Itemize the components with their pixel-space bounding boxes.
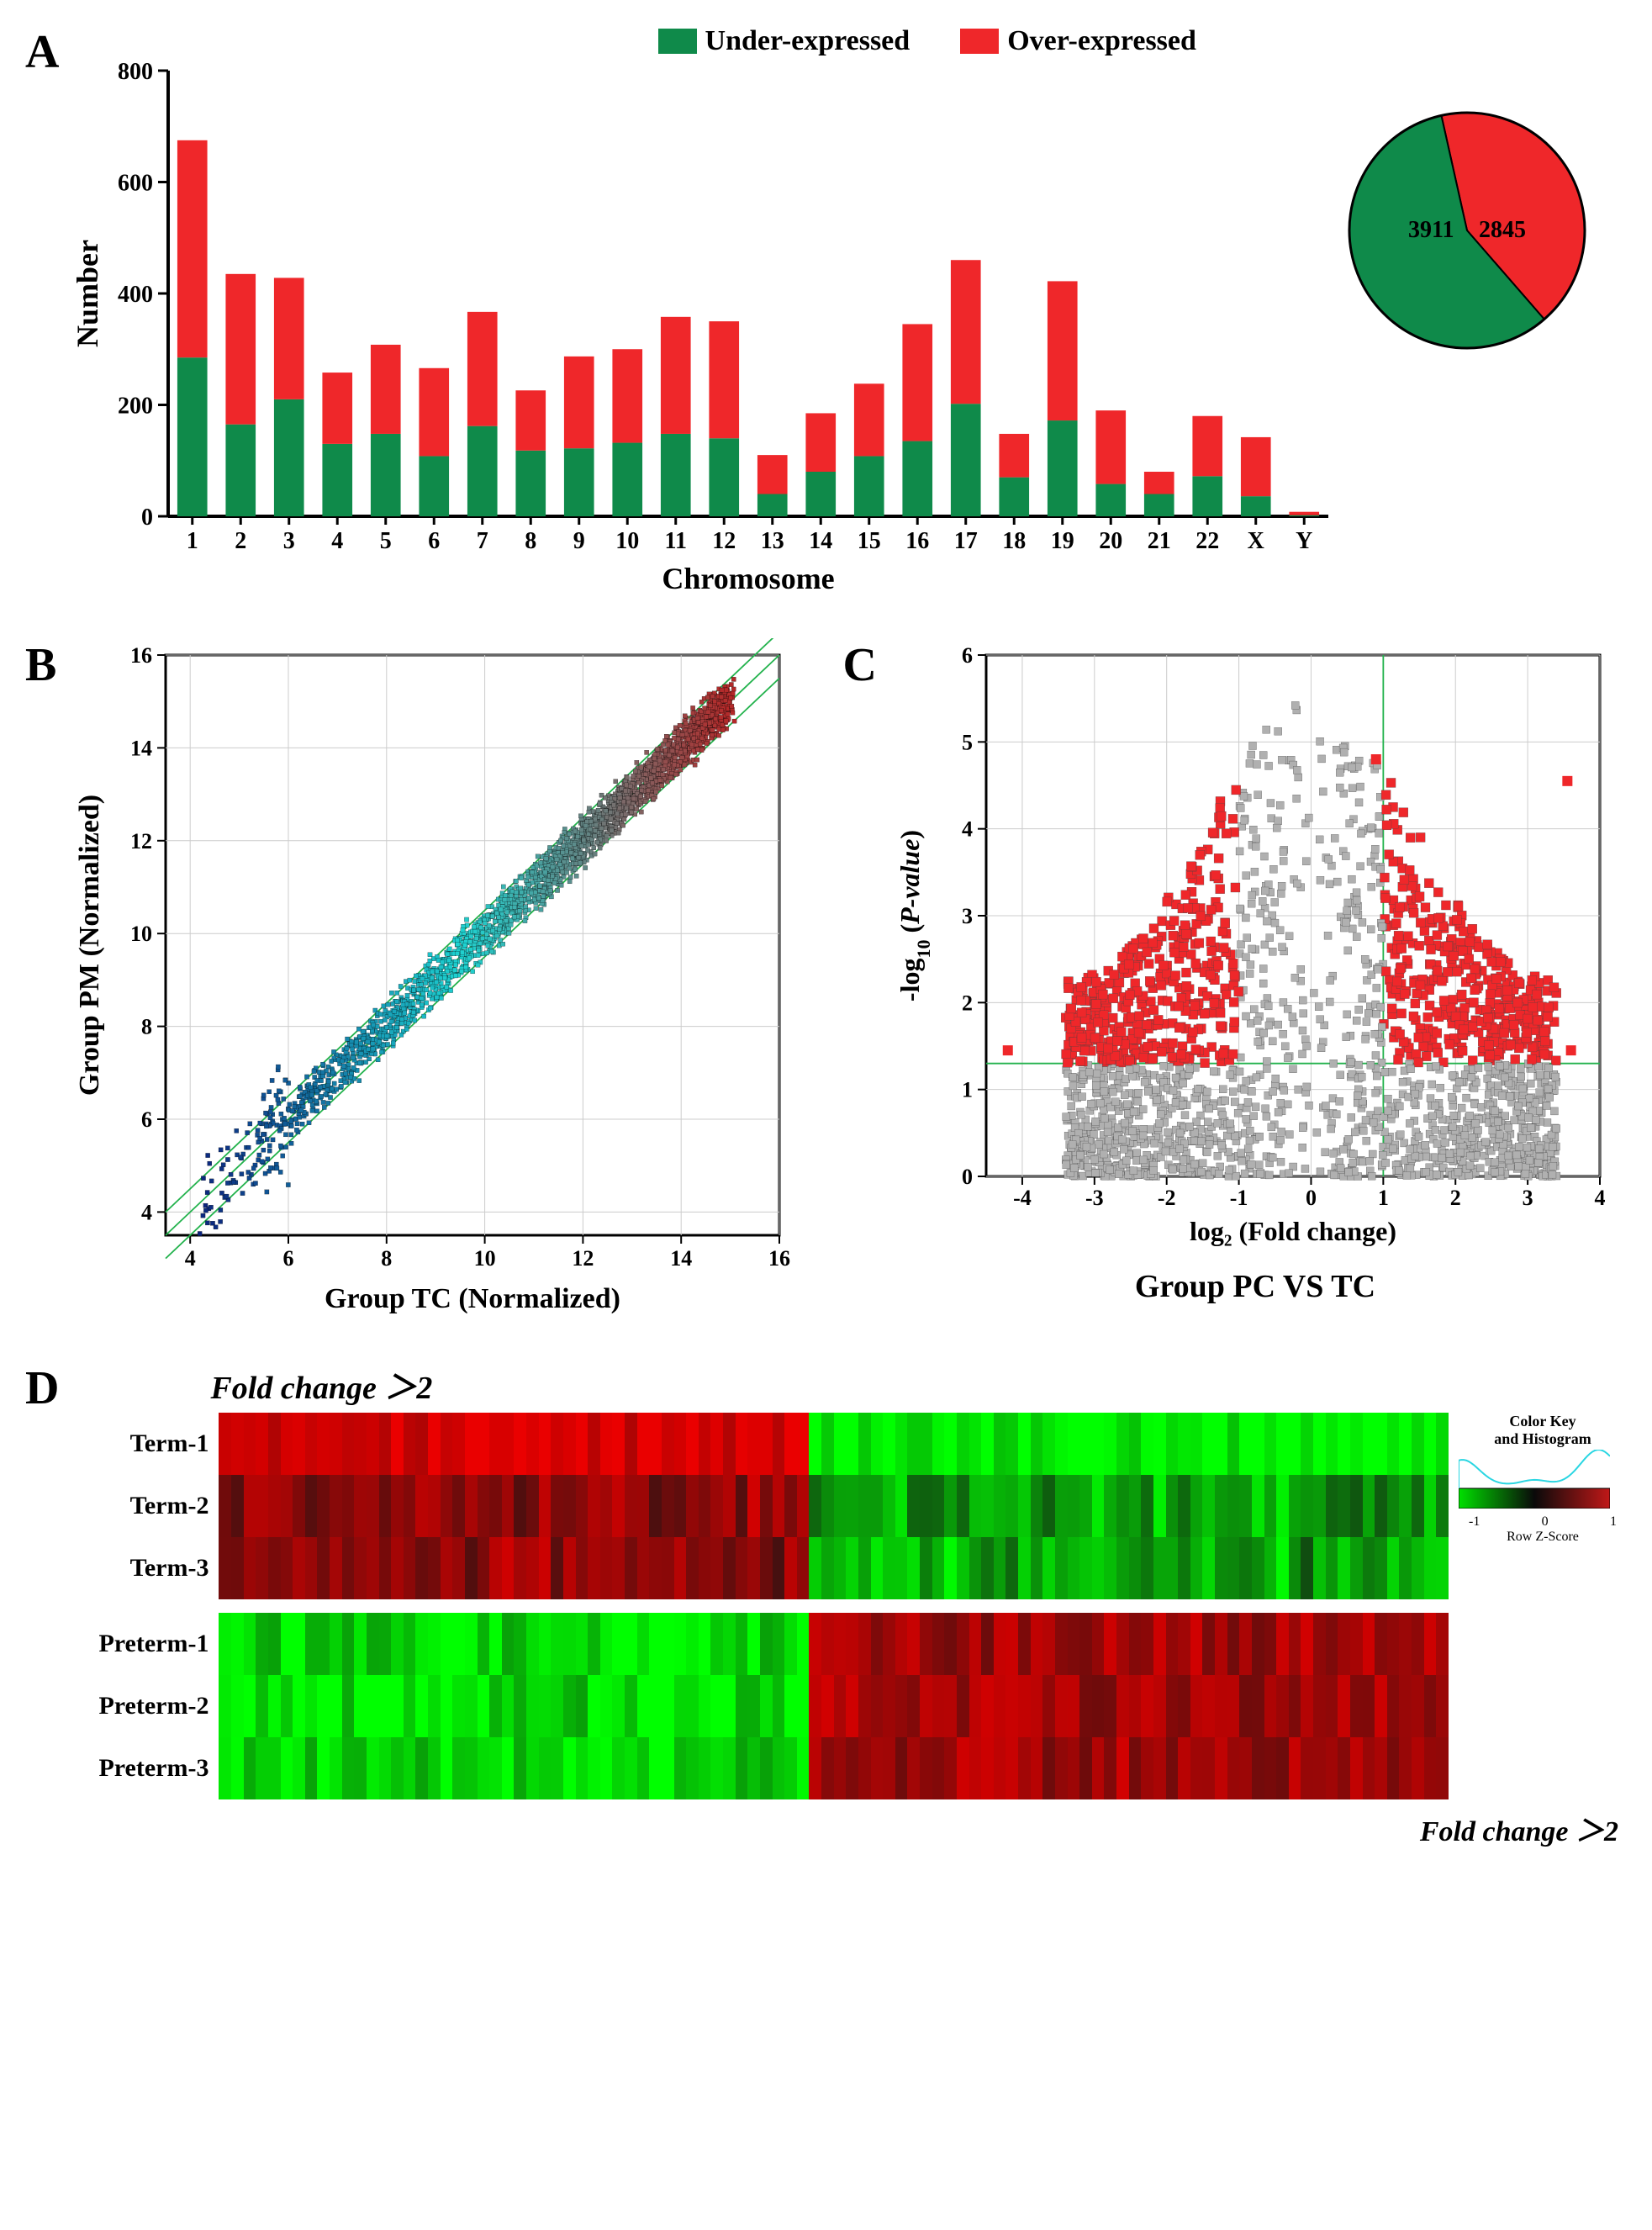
svg-text:4: 4 bbox=[141, 1200, 152, 1224]
svg-text:200: 200 bbox=[118, 394, 153, 420]
svg-text:6: 6 bbox=[429, 528, 441, 554]
svg-text:3: 3 bbox=[962, 904, 973, 928]
svg-text:1: 1 bbox=[187, 528, 198, 554]
color-key-ticks: -1 0 1 bbox=[1459, 1514, 1627, 1530]
svg-text:10: 10 bbox=[130, 922, 152, 946]
svg-text:800: 800 bbox=[118, 62, 153, 85]
legend-swatch-under bbox=[658, 29, 697, 54]
svg-text:5: 5 bbox=[380, 528, 392, 554]
ck-tick-1: 1 bbox=[1610, 1514, 1617, 1530]
legend-label-under: Under-expressed bbox=[705, 25, 910, 57]
svg-text:-2: -2 bbox=[1158, 1186, 1176, 1210]
heatmap-title: Fold change ＞2 bbox=[210, 1361, 1627, 1408]
heatmap-row-label: Preterm-1 bbox=[76, 1630, 219, 1658]
svg-text:0: 0 bbox=[962, 1165, 973, 1189]
color-key-gradient bbox=[1459, 1450, 1610, 1509]
svg-text:12: 12 bbox=[713, 528, 736, 554]
svg-text:4: 4 bbox=[1594, 1186, 1605, 1210]
svg-text:Group PM (Normalized): Group PM (Normalized) bbox=[74, 795, 105, 1096]
heatmap: Term-1 Term-2 Term-3 Preterm-1 Preterm-2 Pret… bbox=[76, 1413, 1449, 1799]
stacked-bar-chart: 0200400600800Number123456789101112131415… bbox=[76, 62, 1606, 600]
svg-text:9: 9 bbox=[573, 528, 585, 554]
panel-label-b: B bbox=[25, 638, 56, 1328]
svg-text:14: 14 bbox=[130, 736, 152, 760]
volcano-plot: -4-3-2-1012340123456log₂ (Fold change)-l… bbox=[894, 638, 1617, 1260]
svg-text:-4: -4 bbox=[1013, 1186, 1032, 1210]
svg-text:6: 6 bbox=[141, 1107, 152, 1132]
svg-text:10: 10 bbox=[616, 528, 640, 554]
panel-c-footer: Group PC VS TC bbox=[894, 1268, 1617, 1305]
svg-text:X: X bbox=[1248, 528, 1264, 554]
svg-text:16: 16 bbox=[130, 643, 152, 668]
svg-text:10: 10 bbox=[474, 1246, 496, 1271]
svg-text:17: 17 bbox=[954, 528, 978, 554]
svg-text:400: 400 bbox=[118, 282, 153, 308]
color-key-title-1: Color Key bbox=[1459, 1413, 1627, 1430]
heatmap-caption: Fold change ＞2 bbox=[76, 1808, 1627, 1849]
color-key: Color Key and Histogram -1 0 1 Row Z-Sco… bbox=[1459, 1413, 1627, 1799]
svg-text:16: 16 bbox=[768, 1246, 790, 1271]
svg-text:4: 4 bbox=[962, 817, 973, 842]
svg-text:Number: Number bbox=[76, 240, 104, 347]
svg-text:3: 3 bbox=[1523, 1186, 1533, 1210]
color-key-sub: Row Z-Score bbox=[1459, 1530, 1627, 1545]
heatmap-row-label: Preterm-2 bbox=[76, 1692, 219, 1720]
svg-text:-1: -1 bbox=[1230, 1186, 1248, 1210]
svg-text:2: 2 bbox=[962, 991, 973, 1015]
panel-label-d: D bbox=[25, 1361, 59, 1849]
svg-text:20: 20 bbox=[1100, 528, 1123, 554]
svg-text:12: 12 bbox=[130, 829, 152, 853]
svg-text:13: 13 bbox=[761, 528, 784, 554]
legend-label-over: Over-expressed bbox=[1007, 25, 1196, 57]
legend-a: Under-expressed Over-expressed bbox=[227, 25, 1627, 57]
svg-text:1: 1 bbox=[962, 1078, 973, 1102]
svg-text:2845: 2845 bbox=[1479, 217, 1526, 243]
svg-text:1: 1 bbox=[1378, 1186, 1389, 1210]
svg-text:3: 3 bbox=[283, 528, 295, 554]
svg-text:14: 14 bbox=[671, 1246, 693, 1271]
panel-label-a: A bbox=[25, 25, 59, 605]
svg-text:7: 7 bbox=[477, 528, 488, 554]
svg-text:14: 14 bbox=[810, 528, 833, 554]
legend-swatch-over bbox=[960, 29, 999, 54]
svg-text:-3: -3 bbox=[1085, 1186, 1104, 1210]
svg-text:600: 600 bbox=[118, 171, 153, 197]
svg-text:8: 8 bbox=[141, 1015, 152, 1039]
svg-text:0: 0 bbox=[141, 505, 153, 531]
svg-text:8: 8 bbox=[525, 528, 537, 554]
svg-text:Group TC (Normalized): Group TC (Normalized) bbox=[325, 1283, 620, 1314]
color-key-title-2: and Histogram bbox=[1459, 1430, 1627, 1448]
svg-text:22: 22 bbox=[1196, 528, 1220, 554]
svg-text:Y: Y bbox=[1296, 528, 1313, 554]
svg-text:4: 4 bbox=[332, 528, 344, 554]
svg-text:4: 4 bbox=[185, 1246, 196, 1271]
panel-label-c: C bbox=[843, 638, 877, 1328]
ck-tick-neg1: -1 bbox=[1469, 1514, 1480, 1530]
svg-text:8: 8 bbox=[382, 1246, 393, 1271]
svg-text:21: 21 bbox=[1148, 528, 1171, 554]
svg-text:2: 2 bbox=[235, 528, 247, 554]
scatter-plot: 4 4 6 6 8 8 10 10 12 12 14 14 16 16 Group TC (Normaliz… bbox=[73, 638, 796, 1328]
svg-text:3911: 3911 bbox=[1408, 217, 1454, 243]
heatmap-row-label: Term-3 bbox=[76, 1554, 219, 1583]
svg-text:6: 6 bbox=[962, 643, 973, 668]
svg-text:19: 19 bbox=[1051, 528, 1074, 554]
svg-text:12: 12 bbox=[573, 1246, 594, 1271]
svg-text:Chromosome: Chromosome bbox=[662, 562, 835, 595]
svg-text:5: 5 bbox=[962, 730, 973, 754]
heatmap-row-label: Term-1 bbox=[76, 1429, 219, 1458]
svg-text:2: 2 bbox=[1450, 1186, 1461, 1210]
svg-text:18: 18 bbox=[1003, 528, 1027, 554]
svg-text:6: 6 bbox=[283, 1246, 294, 1271]
ck-tick-0: 0 bbox=[1542, 1514, 1549, 1530]
heatmap-row-label: Preterm-3 bbox=[76, 1754, 219, 1783]
svg-text:0: 0 bbox=[1306, 1186, 1317, 1210]
svg-text:11: 11 bbox=[665, 528, 687, 554]
svg-text:16: 16 bbox=[906, 528, 930, 554]
heatmap-row-label: Term-2 bbox=[76, 1492, 219, 1520]
svg-text:15: 15 bbox=[858, 528, 881, 554]
